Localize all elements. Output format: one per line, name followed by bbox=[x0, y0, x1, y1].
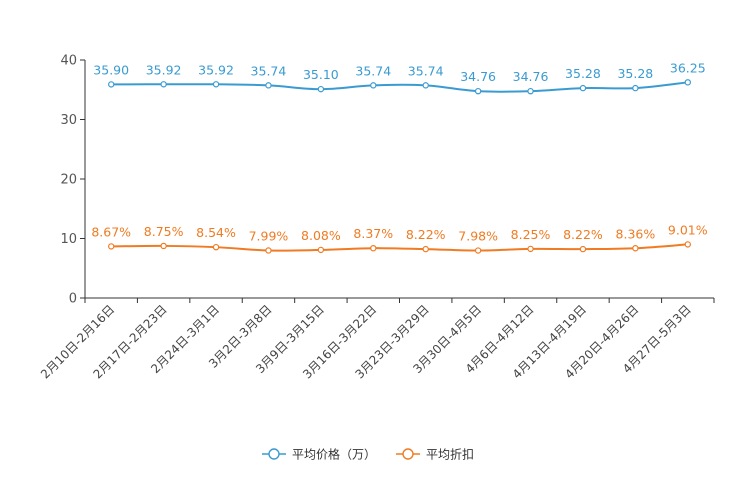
legend-item[interactable]: 平均折扣 bbox=[396, 447, 474, 462]
data-point[interactable] bbox=[684, 241, 691, 248]
data-label: 35.10 bbox=[303, 67, 339, 82]
data-label: 8.25% bbox=[511, 227, 551, 242]
data-point[interactable] bbox=[108, 243, 115, 250]
data-label: 35.74 bbox=[355, 63, 391, 78]
data-point[interactable] bbox=[422, 82, 429, 89]
data-label: 34.76 bbox=[513, 69, 549, 84]
data-label: 35.28 bbox=[565, 66, 601, 81]
chart-legend[interactable]: 平均价格（万） 平均折扣 bbox=[262, 447, 474, 462]
data-label: 8.36% bbox=[616, 226, 656, 241]
data-point[interactable] bbox=[632, 245, 639, 252]
data-point[interactable] bbox=[527, 87, 534, 95]
y-tick-label: 10 bbox=[60, 232, 77, 247]
data-point[interactable] bbox=[265, 247, 272, 254]
series-line bbox=[111, 243, 688, 252]
y-tick-label: 30 bbox=[60, 113, 77, 128]
data-label: 36.25 bbox=[670, 60, 706, 75]
data-label: 8.67% bbox=[91, 224, 131, 239]
data-point[interactable] bbox=[422, 245, 429, 253]
data-label: 35.28 bbox=[617, 66, 653, 81]
chart-axes: 0102030402月10日-2月16日2月17日-2月23日2月24日-3月1… bbox=[38, 54, 715, 382]
data-point[interactable] bbox=[317, 85, 325, 93]
data-point[interactable] bbox=[579, 84, 587, 92]
series-1: 35.90 35.92 35.92 35.74 35.10 35.74 35.74 34.76… bbox=[93, 60, 706, 95]
chart-series: 35.90 35.92 35.92 35.74 35.10 35.74 35.74 34.76… bbox=[91, 60, 708, 254]
data-label: 34.76 bbox=[460, 69, 496, 84]
data-point[interactable] bbox=[160, 81, 167, 88]
data-point[interactable] bbox=[579, 245, 587, 253]
legend-label: 平均折扣 bbox=[426, 447, 474, 462]
data-point[interactable] bbox=[212, 81, 220, 88]
data-point[interactable] bbox=[370, 82, 377, 89]
legend-label: 平均价格（万） bbox=[292, 447, 376, 462]
data-point[interactable] bbox=[265, 82, 272, 89]
series-line bbox=[111, 81, 688, 93]
legend-item[interactable]: 平均价格（万） bbox=[262, 447, 376, 462]
data-point[interactable] bbox=[160, 242, 167, 250]
data-label: 8.37% bbox=[353, 226, 393, 241]
data-label: 35.92 bbox=[146, 62, 182, 77]
data-label: 8.54% bbox=[196, 225, 236, 240]
legend-swatch-marker bbox=[268, 448, 280, 460]
data-label: 8.08% bbox=[301, 228, 341, 243]
data-point[interactable] bbox=[212, 243, 220, 251]
data-point[interactable] bbox=[370, 244, 377, 252]
data-point[interactable] bbox=[108, 81, 115, 88]
data-point[interactable] bbox=[632, 84, 639, 92]
y-tick-label: 40 bbox=[60, 54, 77, 69]
legend-swatch-marker bbox=[402, 448, 414, 460]
data-label: 8.22% bbox=[406, 227, 446, 242]
data-point[interactable] bbox=[474, 247, 482, 254]
data-label: 8.75% bbox=[144, 224, 184, 239]
data-point[interactable] bbox=[527, 245, 534, 253]
y-tick-label: 0 bbox=[69, 292, 77, 307]
data-label: 7.98% bbox=[458, 229, 498, 244]
series-2: 8.67% 8.75% 8.54% 7.99% 8.08% 8.37% 8.22% 7.98%… bbox=[91, 222, 708, 254]
data-label: 7.99% bbox=[249, 228, 289, 243]
data-point[interactable] bbox=[684, 79, 691, 86]
data-label: 35.74 bbox=[408, 63, 444, 78]
y-tick-label: 20 bbox=[60, 173, 77, 188]
data-label: 9.01% bbox=[668, 222, 708, 237]
data-label: 35.90 bbox=[93, 62, 129, 77]
data-label: 8.22% bbox=[563, 227, 603, 242]
data-point[interactable] bbox=[474, 87, 482, 95]
data-label: 35.92 bbox=[198, 62, 234, 77]
data-label: 35.74 bbox=[251, 63, 287, 78]
data-point[interactable] bbox=[317, 246, 325, 254]
